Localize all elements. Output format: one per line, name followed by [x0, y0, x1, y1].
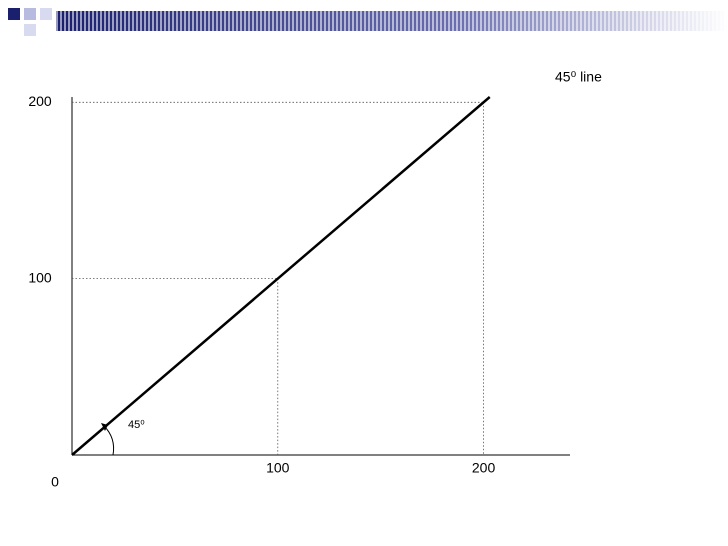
y-tick-label: 100 — [28, 269, 52, 285]
angle-arc — [103, 425, 115, 456]
line-label: 45⁰ line — [555, 69, 602, 85]
origin-label: 0 — [51, 474, 59, 490]
y-tick-label: 200 — [28, 93, 52, 109]
header-decoration — [8, 8, 728, 36]
x-tick-label: 100 — [266, 460, 290, 476]
data-line — [71, 96, 491, 456]
x-tick-label: 200 — [472, 460, 496, 476]
angle-label: 45⁰ — [128, 419, 145, 431]
